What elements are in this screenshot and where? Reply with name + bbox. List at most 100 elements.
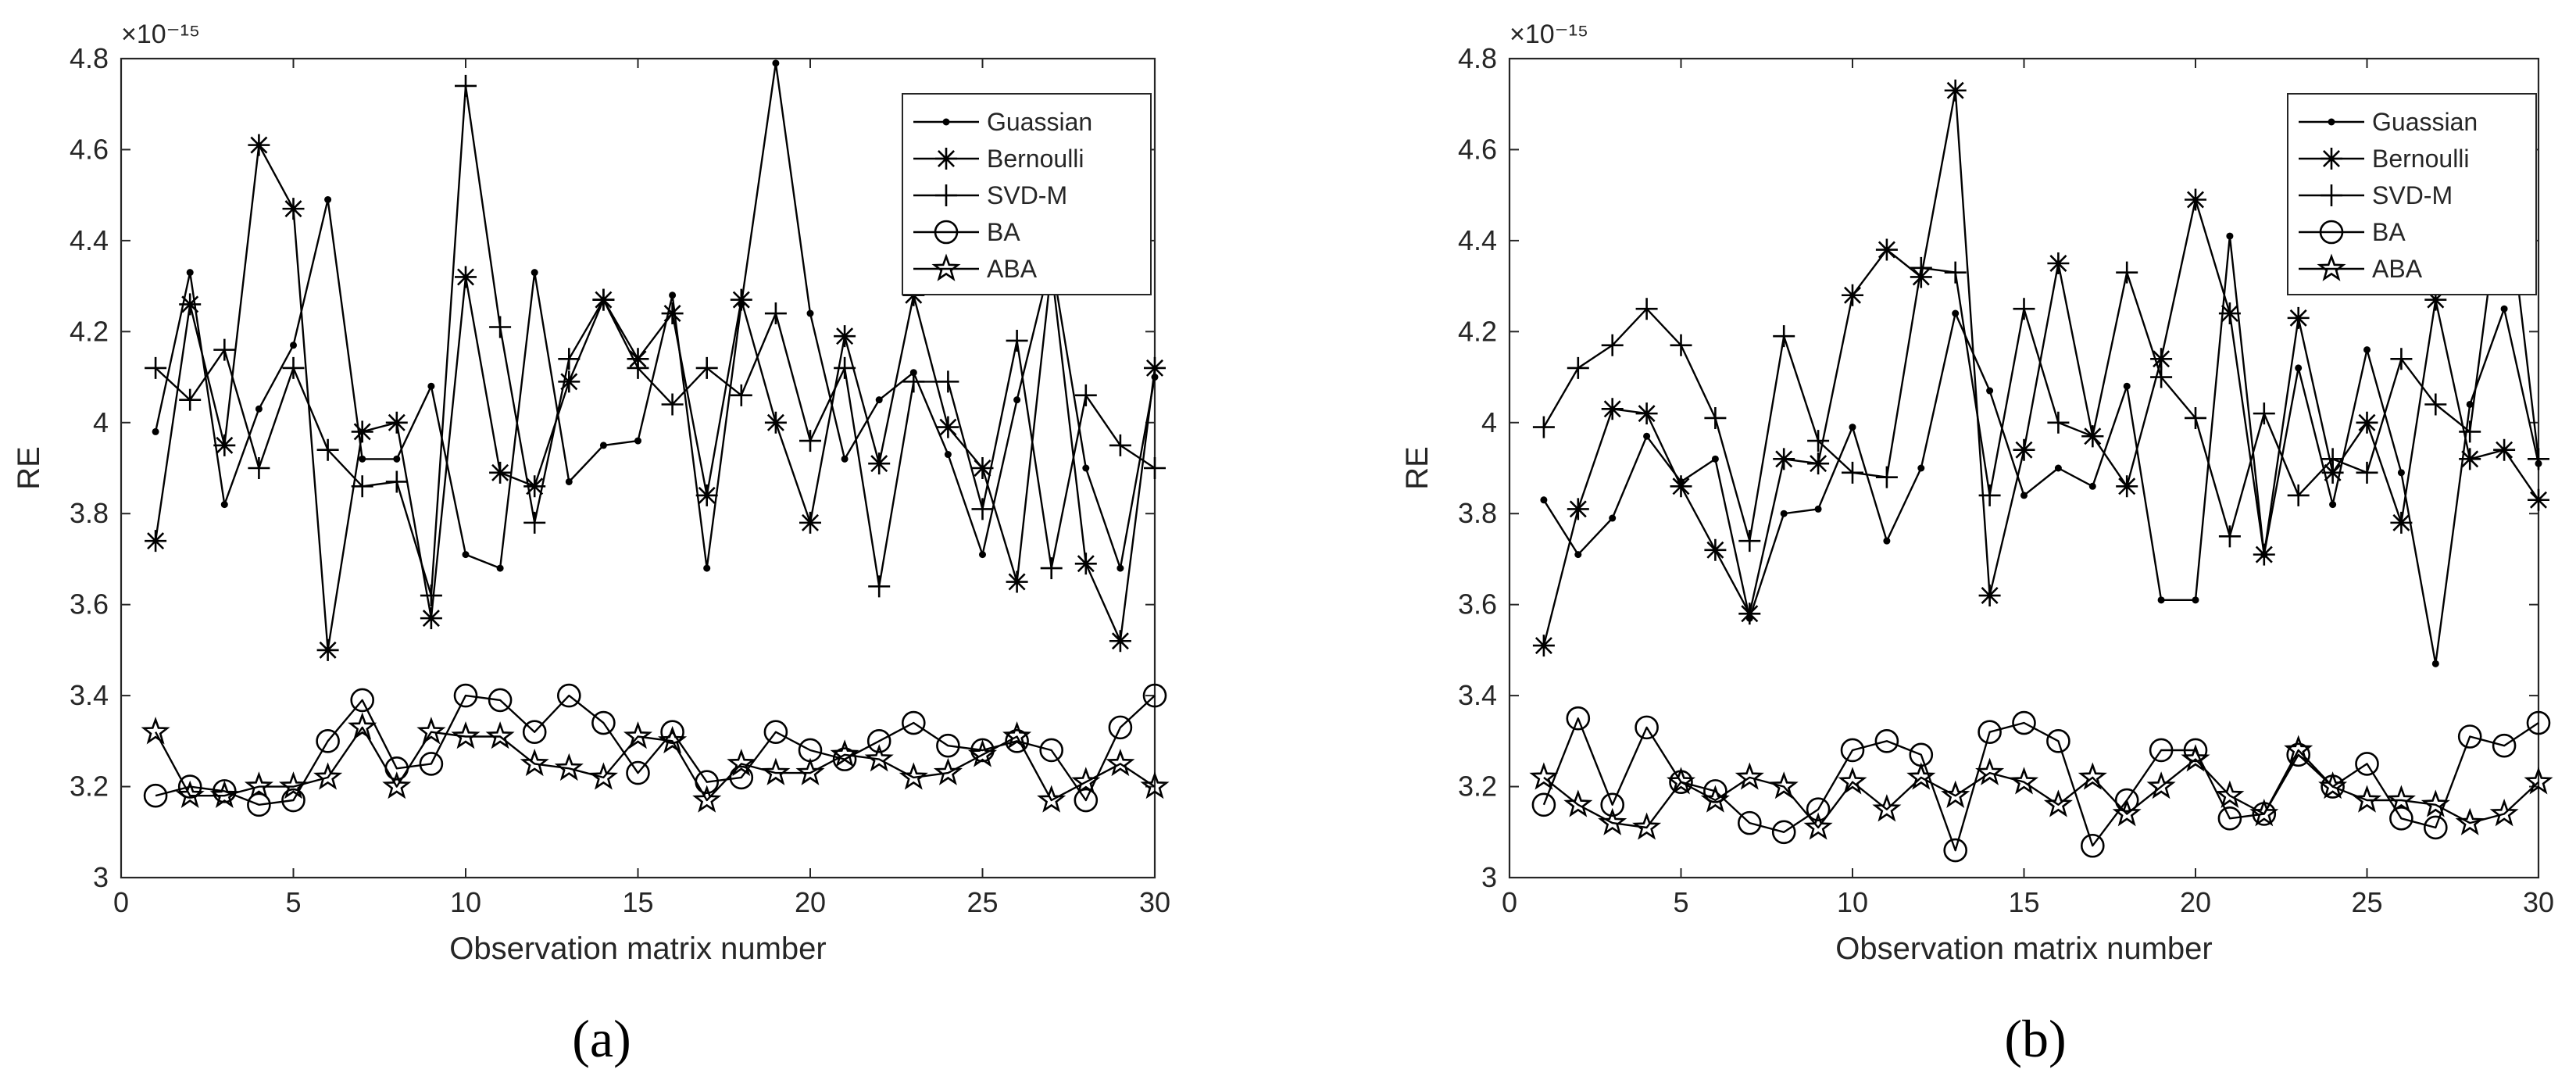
data-point-svd-m [2321,448,2344,470]
data-point-guassian [2397,469,2405,477]
data-point-aba [2421,789,2450,817]
data-point-svd-m [764,302,787,325]
data-point-svd-m [937,370,959,393]
data-point-bernoulli [1738,603,1761,625]
data-point-svd-m [1567,356,1589,379]
data-point-ba [763,720,788,744]
data-point-svd-m [661,393,684,416]
data-point-aba [313,762,343,790]
data-point-guassian [1986,387,1994,395]
series-line-guassian [154,62,1156,570]
data-point-aba [658,725,688,754]
data-point-aba [692,785,722,813]
data-point-aba [1002,721,1032,749]
data-point-svd-m [902,370,925,393]
data-point-guassian [496,564,504,572]
data-point-guassian [703,564,711,572]
legend-label: Bernoulli [987,145,1084,173]
data-point-svd-m [971,498,994,520]
data-point-ba [866,729,891,753]
data-point-guassian [2329,501,2337,509]
data-point-aba [1838,767,1867,795]
data-point-aba [2455,807,2485,835]
data-point-aba [1598,807,1627,835]
legend-label: Guassian [987,108,1092,136]
data-point-aba [2112,798,2142,827]
x-tick-label: 15 [622,886,653,918]
data-point-ba [729,765,754,790]
y-tick-label: 4.6 [70,133,109,165]
data-point-ba [1531,792,1556,817]
data-point-aba [864,744,894,772]
data-point-aba [141,717,170,745]
data-point-aba [1071,767,1101,795]
data-point-guassian [152,427,159,435]
y-tick-label: 4.2 [1458,315,1497,347]
data-point-aba [1529,762,1559,790]
data-point-bernoulli [179,293,202,316]
data-point-bernoulli [2424,288,2447,311]
data-point-bernoulli [2185,188,2206,211]
data-point-aba [727,749,756,777]
data-point-ba [902,710,926,735]
data-point-bernoulli [316,638,339,661]
data-point-bernoulli [2493,438,2516,461]
data-point-ba [281,788,305,813]
y-axis-label: RE [12,446,46,490]
data-point-aba [2009,767,2039,795]
series-svd-m [145,74,1166,607]
data-point-bernoulli [2253,543,2275,566]
legend-marker-aba [931,253,961,281]
data-point-aba [933,757,963,785]
data-point-aba [761,757,791,785]
data-point-ba [591,710,616,735]
x-tick-label: 30 [2523,886,2554,918]
data-point-svd-m [489,316,512,338]
data-point-guassian [772,59,780,67]
data-point-ba [2492,733,2517,758]
y-exponent-label: ×10⁻¹⁵ [1510,20,1588,49]
data-point-svd-m [730,384,752,406]
legend-marker-guassian [942,118,950,126]
data-point-svd-m [2424,393,2447,416]
data-point-ba [1738,810,1762,835]
y-exponent-label: ×10⁻¹⁵ [121,20,200,49]
y-tick-label: 4 [93,406,109,438]
data-point-guassian [359,455,366,463]
data-point-guassian [220,501,228,509]
data-point-ba [419,752,444,776]
data-point-svd-m [2150,366,2173,388]
data-point-svd-m [1773,325,1795,348]
data-point-svd-m [282,356,305,379]
data-point-ba [832,747,857,771]
data-point-aba [2489,798,2519,827]
data-point-bernoulli [730,288,752,311]
legend: Guassian Bernoulli SVD-M BA ABA [2287,93,2537,295]
data-point-ba [1978,720,2002,744]
data-point-aba [795,757,825,785]
legend-marker-ba [2319,220,2344,245]
data-point-aba [2215,780,2245,809]
data-point-aba [2181,744,2210,772]
data-point-aba [588,762,618,790]
data-point-ba [2081,833,2105,858]
data-point-guassian [634,437,641,445]
x-tick-label: 0 [1502,886,1517,918]
x-tick-label: 5 [285,886,301,918]
data-point-svd-m [316,438,339,461]
y-tick-label: 3.4 [70,679,109,711]
legend-label: SVD-M [2372,181,2453,209]
data-point-svd-m [420,585,442,607]
data-point-ba [1840,738,1865,763]
data-point-aba [1037,785,1066,813]
data-point-aba [1140,771,1170,799]
data-point-svd-m [1875,466,1898,488]
data-point-aba [1632,812,1662,840]
data-point-guassian [2431,660,2439,667]
data-point-ba [2183,738,2208,763]
data-point-ba [2046,729,2070,753]
data-point-svd-m [2528,448,2549,470]
data-point-bernoulli [1773,448,1795,470]
data-point-svd-m [523,511,546,534]
data-point-bernoulli [661,302,684,325]
